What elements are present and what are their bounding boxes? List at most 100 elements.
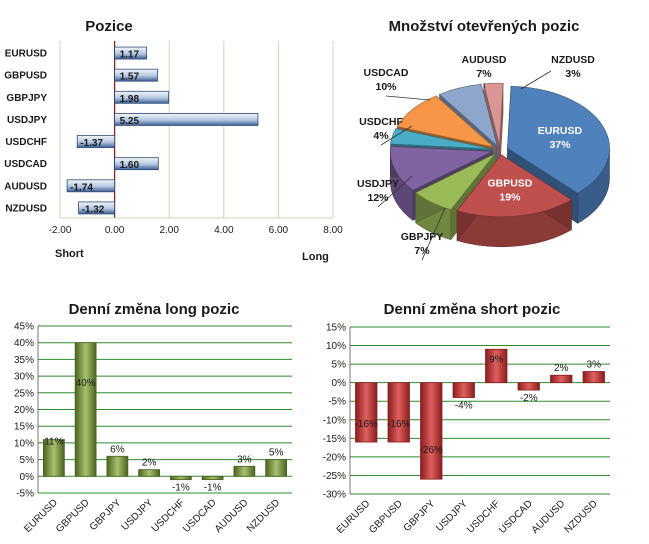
daily-long-tick-labels: -5% 0% 5% 10% 15% 20% 25% 30% 35% 40% 45% xyxy=(14,322,34,500)
positions-value-label-gbpjpy: 1.98 xyxy=(120,94,140,105)
pie-leader-nzdusd xyxy=(520,70,552,90)
positions-category-eurusd: EURUSD xyxy=(5,49,47,60)
c3-tick-label-10: 45% xyxy=(14,322,34,333)
positions-tick-label-2: 2.00 xyxy=(159,225,179,236)
c4-value-label-usdjpy: -4% xyxy=(455,401,473,412)
c3-tick-label-5: 20% xyxy=(14,405,34,416)
c4-category-gbpjpy: GBPJPY xyxy=(402,498,438,534)
daily-long-bars: 11% 40% 6% 2% -1% -1% 3% 5% xyxy=(42,342,288,494)
c4-bar-gbpusd xyxy=(387,382,410,443)
positions-category-gbpusd: GBPUSD xyxy=(4,71,47,82)
pie-label-nzdusd: NZDUSD xyxy=(551,54,595,66)
positions-tick-labels: -2.00 0.00 2.00 4.00 6.00 8.00 xyxy=(49,225,344,236)
positions-value-label-usdchf: -1.37 xyxy=(80,138,103,149)
c3-value-label-usdcad: -1% xyxy=(204,483,222,494)
pie-value-nzdusd: 3% xyxy=(565,68,581,80)
daily-long-chart: Denní změna long pozic 11% 40% 6% 2% -1% -1% 3… xyxy=(14,301,292,535)
pie-label-gbpusd: GBPUSD xyxy=(487,177,532,189)
daily-short-gridlines xyxy=(349,326,610,495)
c3-tick-label-9: 40% xyxy=(14,338,34,349)
positions-category-usdjpy: USDJPY xyxy=(7,115,47,126)
c3-value-label-gbpjpy: 6% xyxy=(110,444,125,455)
positions-tick-label-3: 4.00 xyxy=(214,225,234,236)
pie-label-usdcad: USDCAD xyxy=(364,67,409,79)
c4-tick-label-9: 15% xyxy=(326,323,346,334)
pie-value-usdchf: 4% xyxy=(373,130,389,142)
positions-tick-label-5: 8.00 xyxy=(323,225,343,236)
positions-category-usdcad: USDCAD xyxy=(4,159,47,170)
pie-value-eurusd: 37% xyxy=(549,139,571,151)
positions-value-label-gbpusd: 1.57 xyxy=(120,72,140,83)
pie-leader-audusd xyxy=(483,82,486,89)
c3-category-usdcad: USDCAD xyxy=(181,497,219,535)
c4-category-usdchf: USDCHF xyxy=(465,498,502,535)
c3-tick-label-2: 5% xyxy=(20,455,35,466)
positions-tick-label-4: 6.00 xyxy=(269,225,289,236)
c4-tick-label-1: -25% xyxy=(323,471,346,482)
pie-value-usdjpy: 12% xyxy=(367,192,389,204)
c4-tick-label-5: -5% xyxy=(328,397,346,408)
daily-short-bars: -16% -16% -26% -4% 9% -2% 2% 3% xyxy=(355,348,605,480)
c3-tick-label-3: 10% xyxy=(14,438,34,449)
c3-bar-audusd xyxy=(233,465,256,477)
pie-slice-eurusd xyxy=(507,86,610,194)
c3-value-label-gbpusd: 40% xyxy=(76,378,96,389)
c3-value-label-eurusd: 11% xyxy=(44,437,63,448)
c3-tick-label-7: 30% xyxy=(14,372,34,383)
positions-bar-eurusd xyxy=(114,46,147,60)
pie-slice-nzdusd xyxy=(483,82,504,146)
c4-bar-nzdusd xyxy=(582,371,605,384)
c4-value-label-usdchf: 9% xyxy=(489,354,504,365)
pie-slice-usdchf xyxy=(390,128,493,150)
c3-bar-usdjpy xyxy=(138,469,161,477)
c4-bar-gbpjpy xyxy=(420,382,443,480)
pie-slice-usdjpy xyxy=(390,145,494,191)
positions-tick-label-1: 0.00 xyxy=(105,225,125,236)
c3-tick-label-1: 0% xyxy=(20,472,35,483)
pie-value-gbpjpy: 7% xyxy=(414,245,430,257)
daily-short-category-labels: EURUSDGBPUSDGBPJPYUSDJPYUSDCHFUSDCADAUDU… xyxy=(335,498,600,536)
c4-category-usdcad: USDCAD xyxy=(497,498,535,536)
c4-category-audusd: AUDUSD xyxy=(530,498,568,536)
c3-bar-nzdusd xyxy=(265,459,288,477)
positions-tick-label-0: -2.00 xyxy=(49,225,72,236)
c4-value-label-audusd: 2% xyxy=(554,363,569,374)
daily-short-title: Denní změna short pozic xyxy=(384,301,561,318)
pie-label-usdjpy: USDJPY xyxy=(357,178,399,190)
c4-value-label-nzdusd: 3% xyxy=(587,360,602,371)
c3-category-nzdusd: NZDUSD xyxy=(245,497,282,534)
positions-category-usdchf: USDCHF xyxy=(5,137,47,148)
short-label: Short xyxy=(55,248,84,260)
c3-value-label-audusd: 3% xyxy=(237,454,252,465)
c4-category-eurusd: EURUSD xyxy=(335,498,373,536)
positions-value-label-eurusd: 1.17 xyxy=(120,50,140,61)
long-label: Long xyxy=(302,251,329,263)
c4-bar-eurusd xyxy=(355,382,378,443)
pie-value-usdcad: 10% xyxy=(375,81,397,93)
c4-value-label-eurusd: -16% xyxy=(355,419,378,430)
positions-value-label-usdcad: 1.60 xyxy=(120,160,140,171)
positions-bars: 1.17 1.57 1.98 5.25 -1.37 1.60 -1.74 -1.32 xyxy=(66,46,259,215)
c4-category-gbpusd: GBPUSD xyxy=(367,498,405,536)
c3-bar-usdchf xyxy=(169,475,192,481)
c3-value-label-usdchf: -1% xyxy=(172,483,190,494)
pie-leader-lines xyxy=(377,70,552,261)
positions-category-labels: EURUSD GBPUSD GBPJPY USDJPY USDCHF USDCAD AUDU… xyxy=(4,49,47,215)
c3-category-gbpjpy: GBPJPY xyxy=(88,497,124,533)
daily-short-chart: Denní změna short pozic -16% -16% -26% -4% 9… xyxy=(323,301,610,536)
positions-bar-usdchf xyxy=(76,135,115,148)
positions-bar-gbpjpy xyxy=(114,90,170,104)
c4-tick-label-0: -30% xyxy=(323,490,346,501)
pie-value-audusd: 7% xyxy=(476,68,492,80)
daily-long-category-labels: EURUSDGBPUSDGBPJPYUSDJPYUSDCHFUSDCADAUDU… xyxy=(22,497,282,535)
c4-bar-usdchf xyxy=(485,348,508,384)
pie-value-gbpusd: 19% xyxy=(499,191,521,203)
positions-bar-usdjpy xyxy=(114,113,259,126)
pie-slices xyxy=(390,82,610,248)
positions-value-label-audusd: -1.74 xyxy=(70,182,93,193)
c4-value-label-gbpjpy: -26% xyxy=(420,445,443,456)
c4-value-label-usdcad: -2% xyxy=(520,393,538,404)
pie-leader-gbpjpy xyxy=(421,207,446,261)
c4-tick-label-2: -20% xyxy=(323,452,346,463)
